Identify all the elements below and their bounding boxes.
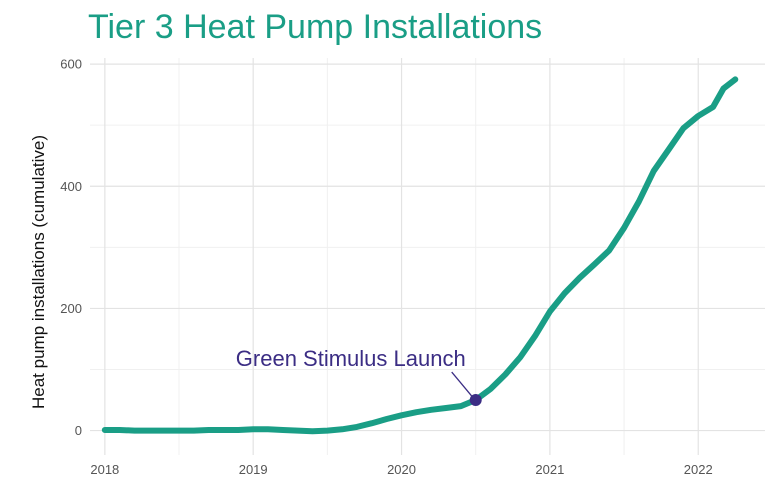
x-tick-label: 2020 — [387, 462, 416, 477]
series-line — [101, 76, 739, 435]
x-tick-label: 2018 — [90, 462, 119, 477]
series-layer — [101, 76, 739, 435]
y-axis-title: Heat pump installations (cumulative) — [29, 135, 48, 409]
y-tick-label: 200 — [60, 301, 82, 316]
y-tick-label: 0 — [75, 423, 82, 438]
y-tick-label: 400 — [60, 179, 82, 194]
annotation-point — [469, 394, 482, 407]
grid — [90, 58, 765, 455]
annotation-layer: Green Stimulus Launch — [236, 346, 482, 407]
x-axis: 2018 2019 2020 2021 2022 — [90, 462, 712, 477]
annotation-leader — [451, 371, 473, 397]
y-axis: 0 200 400 600 — [60, 57, 82, 438]
chart-title: Tier 3 Heat Pump Installations — [88, 8, 543, 46]
annotation-label: Green Stimulus Launch — [236, 346, 466, 371]
y-tick-label: 600 — [60, 57, 82, 72]
x-tick-label: 2019 — [239, 462, 268, 477]
x-tick-label: 2021 — [535, 462, 564, 477]
x-tick-label: 2022 — [684, 462, 713, 477]
